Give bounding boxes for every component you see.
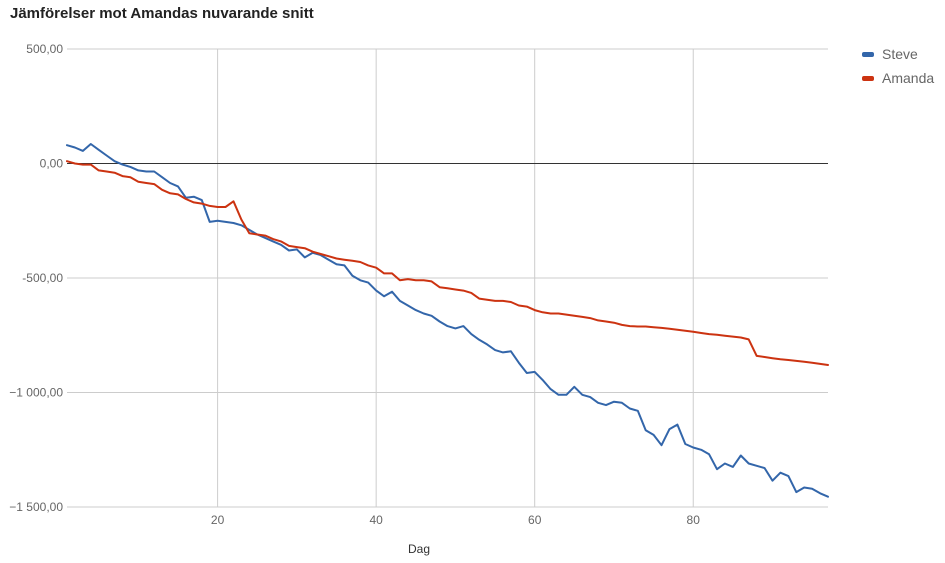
x-tick-label: 60 (528, 513, 542, 527)
legend-item-steve: Steve (862, 42, 934, 66)
x-axis-title: Dag (408, 542, 430, 556)
legend-label-steve: Steve (882, 46, 918, 62)
y-axis-ticks: 500,00 0,00 -500,00 −1 000,00 −1 500,00 (9, 42, 63, 514)
y-tick-label: 500,00 (26, 42, 63, 56)
x-tick-label: 80 (687, 513, 701, 527)
y-tick-label: −1 500,00 (9, 500, 63, 514)
y-tick-label: 0,00 (40, 157, 64, 171)
x-axis-ticks: 20 40 60 80 (211, 513, 700, 527)
grid (67, 48, 828, 508)
series-lines (66, 143, 829, 498)
legend: Steve Amanda (862, 42, 934, 90)
y-tick-label: -500,00 (22, 271, 63, 285)
legend-swatch-steve (862, 51, 874, 57)
legend-swatch-amanda (862, 75, 874, 81)
series-line-amanda (66, 160, 829, 366)
chart-title: Jämförelser mot Amandas nuvarande snitt (10, 5, 314, 22)
series-line-steve (66, 143, 829, 498)
legend-label-amanda: Amanda (882, 70, 935, 86)
x-tick-label: 20 (211, 513, 225, 527)
legend-item-amanda: Amanda (862, 66, 934, 90)
x-tick-label: 40 (369, 513, 383, 527)
y-tick-label: −1 000,00 (9, 386, 63, 400)
